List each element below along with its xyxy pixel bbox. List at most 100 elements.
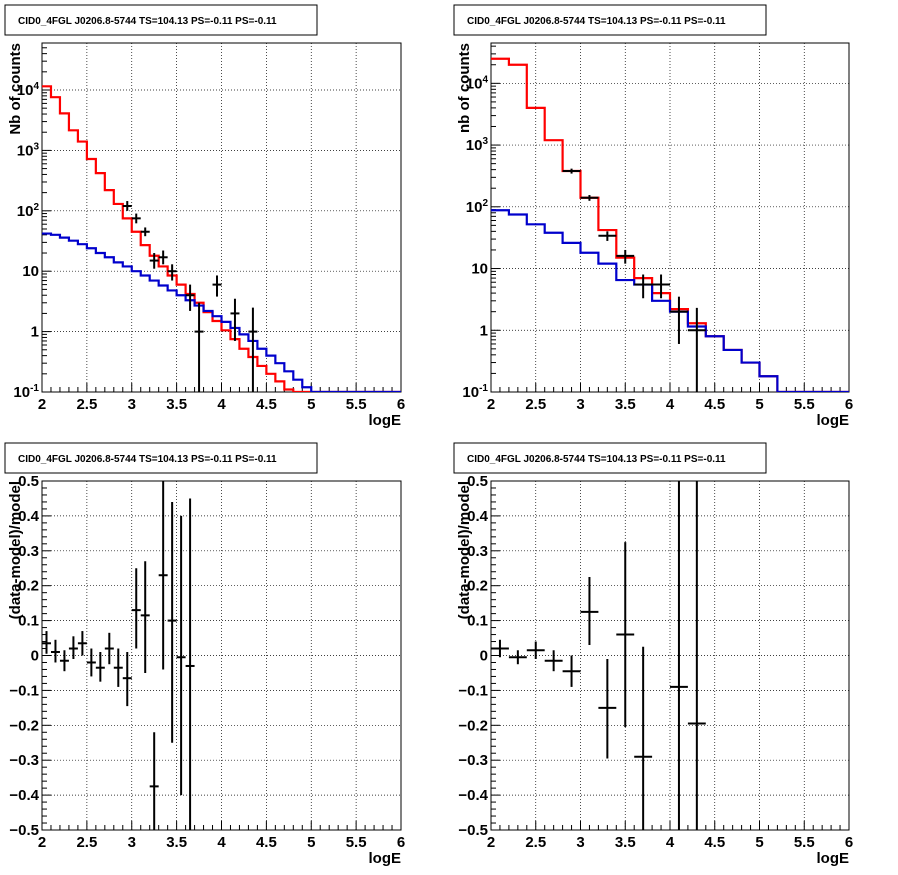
data-point <box>652 274 670 299</box>
x-tick-label: 2 <box>38 396 46 413</box>
plot-area <box>42 85 401 392</box>
data-point <box>59 650 69 672</box>
data-point <box>230 298 240 341</box>
x-tick-label: 2 <box>487 396 495 413</box>
data-point <box>86 648 96 677</box>
data-point <box>122 652 132 707</box>
data-point <box>687 307 706 392</box>
data-point <box>508 650 527 665</box>
data-point <box>544 650 563 672</box>
x-tick-label: 2 <box>38 834 46 851</box>
data-point <box>158 250 168 265</box>
data-point <box>616 249 635 264</box>
y-tick-label: −0.4 <box>9 787 39 804</box>
x-tick-label: 3 <box>128 396 136 413</box>
data-point <box>598 231 617 241</box>
y-tick-label: 103 <box>466 136 489 154</box>
histogram-series-2 <box>42 232 401 392</box>
x-tick-label: 3 <box>128 834 136 851</box>
title-box <box>453 442 767 474</box>
plot-area <box>491 57 849 392</box>
x-tick-label: 3.5 <box>166 834 187 851</box>
y-axis-title: nb of counts <box>456 43 473 133</box>
data-point <box>131 213 141 224</box>
y-tick-label: 1 <box>31 324 39 341</box>
data-points <box>562 168 706 392</box>
y-tick-label: 1 <box>480 322 488 339</box>
x-tick-label: 4 <box>217 834 226 851</box>
y-tick-label: −0.4 <box>458 787 488 804</box>
x-tick-label: 5.5 <box>346 396 367 413</box>
x-tick-label: 5 <box>755 834 763 851</box>
data-point <box>580 195 599 201</box>
x-tick-label: 4.5 <box>704 834 725 851</box>
y-tick-label: 0 <box>480 648 488 665</box>
data-point <box>68 636 78 659</box>
data-point <box>149 253 159 269</box>
y-tick-label: 0.4 <box>18 508 40 525</box>
data-points <box>42 481 195 830</box>
plot-area <box>42 481 195 830</box>
data-point <box>131 568 141 649</box>
data-point <box>158 481 168 670</box>
data-point <box>149 732 159 830</box>
x-tick-label: 2.5 <box>525 396 546 413</box>
x-tick-label: 2.5 <box>76 396 97 413</box>
y-tick-label: −0.3 <box>458 752 488 769</box>
data-point <box>113 648 123 687</box>
y-tick-label: 0.1 <box>18 613 39 630</box>
data-point <box>140 227 150 237</box>
x-tick-label: 4.5 <box>704 396 725 413</box>
y-tick-label: 102 <box>466 198 489 216</box>
title-box <box>4 4 318 36</box>
data-point <box>634 646 653 830</box>
y-tick-label: 104 <box>17 81 40 99</box>
y-tick-label: 10 <box>22 263 39 280</box>
y-tick-label: −0.3 <box>9 752 39 769</box>
data-point <box>526 641 545 659</box>
y-tick-label: −0.1 <box>9 682 39 699</box>
chart-panel-1: 2 2.5 3 3.5 4 4.5 5 5.5 6 10-1 1 10 102 103 104 logE Nb … <box>4 4 405 429</box>
y-axis-title: (data-model)/model <box>7 481 24 619</box>
x-axis-title: logE <box>817 412 850 429</box>
x-tick-label: 6 <box>397 834 405 851</box>
x-tick-label: 2.5 <box>76 834 97 851</box>
y-tick-label: 0.5 <box>18 473 39 490</box>
data-point <box>670 481 688 830</box>
y-tick-label: −0.5 <box>458 822 488 839</box>
y-tick-label: 0 <box>31 648 39 665</box>
y-tick-label: 102 <box>17 202 40 220</box>
data-point <box>616 542 635 728</box>
chart-title: CID0_4FGL J0206.8-5744 TS=104.13 PS=-0.1… <box>467 454 726 465</box>
y-tick-label: 0.4 <box>467 508 489 525</box>
x-tick-label: 3.5 <box>615 834 636 851</box>
title-box <box>4 442 318 474</box>
y-axis-title: (data-model)/model <box>456 481 473 619</box>
chart-panel-3: 2 2.5 3 3.5 4 4.5 5 5.5 6 −0.5 −0.4 −0.3 −0.2 −0.1 0 0.… <box>4 442 405 867</box>
x-tick-label: 3 <box>576 834 584 851</box>
x-tick-label: 2 <box>487 834 495 851</box>
x-tick-label: 5 <box>307 396 315 413</box>
data-point <box>140 561 150 673</box>
data-point <box>77 631 87 656</box>
y-tick-label: −0.5 <box>9 822 39 839</box>
data-point <box>194 302 204 392</box>
data-point <box>122 201 132 211</box>
data-point <box>580 576 599 646</box>
plot-area <box>491 481 706 830</box>
y-tick-label: −0.2 <box>458 717 488 734</box>
x-axis-title: logE <box>817 850 850 867</box>
x-tick-label: 6 <box>845 396 853 413</box>
data-point <box>562 655 581 687</box>
data-point <box>185 284 195 311</box>
x-tick-label: 4 <box>217 396 226 413</box>
x-tick-label: 5.5 <box>794 834 815 851</box>
data-point <box>176 515 186 796</box>
x-tick-label: 4 <box>666 396 675 413</box>
y-axis-title: Nb of counts <box>7 43 24 135</box>
data-point <box>167 264 177 281</box>
y-tick-label: −0.1 <box>458 682 488 699</box>
y-tick-label: 0.1 <box>467 613 488 630</box>
y-tick-label: 10 <box>471 261 488 278</box>
